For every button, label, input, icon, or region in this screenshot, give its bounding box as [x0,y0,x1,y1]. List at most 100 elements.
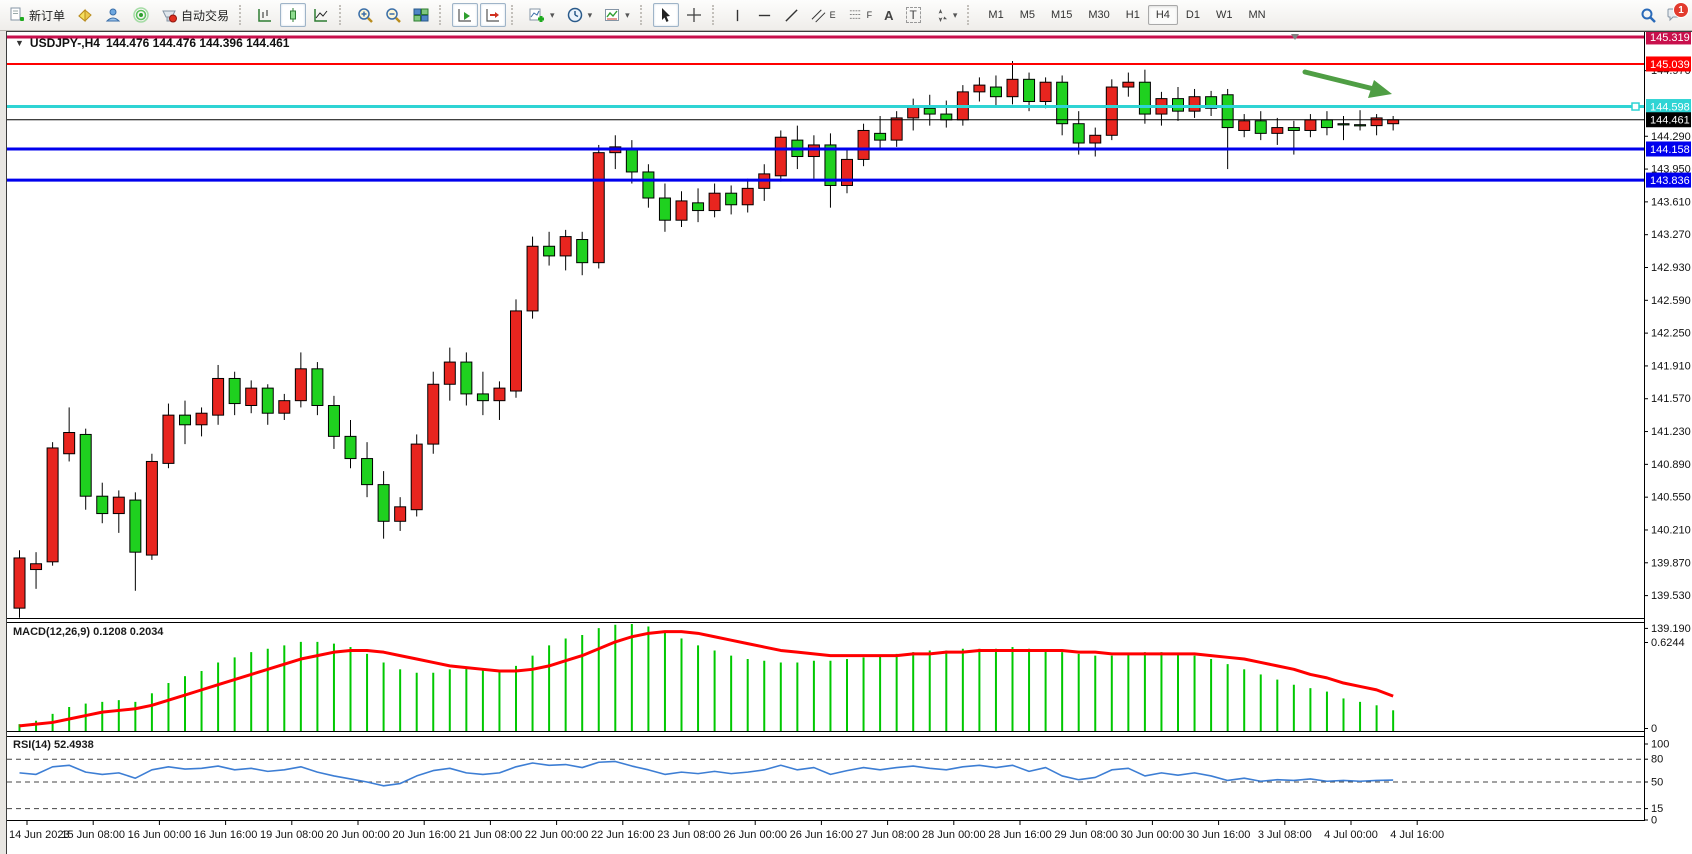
candle-body [96,495,109,515]
chart-shift-marker[interactable] [1291,34,1299,40]
time-axis-label: 29 Jun 08:00 [1054,829,1118,841]
indicators-button[interactable] [524,3,560,27]
chart-shift-button[interactable] [480,3,507,27]
market-watch-button[interactable] [72,3,98,27]
candle-body [989,86,1002,98]
vertical-line-tool-button[interactable] [725,4,750,27]
cursor-button[interactable] [652,3,679,27]
price-tick-label: 141.230 [1651,426,1691,438]
candle-body [228,377,241,405]
rsi-axis-label: 15 [1651,803,1663,815]
time-axis-label: 30 Jun 16:00 [1187,829,1251,841]
timeframe-button-h4[interactable]: H4 [1147,5,1178,25]
rsi-axis-label: 80 [1651,754,1663,766]
bar-chart-icon [258,9,272,22]
channel-tool-button[interactable]: E [806,4,841,27]
candle-body [79,433,92,497]
time-axis-label: 23 Jun 08:00 [657,829,721,841]
rsi-indicator-label: RSI(14) 52.4938 [13,739,94,751]
time-axis-label: 3 Jul 08:00 [1258,829,1312,841]
rsi-axis-label: 0 [1651,815,1657,827]
templates-dropdown-arrow[interactable] [625,10,630,21]
vertical-line-icon [736,9,738,21]
community-button[interactable] [100,3,126,27]
price-badge-label: 143.836 [1650,175,1690,187]
toolbar-separator [711,5,720,25]
templates-button[interactable] [599,3,635,27]
zoom-in-button[interactable] [352,3,378,27]
timeframe-button-m1[interactable]: M1 [980,5,1011,25]
candle-body [1271,127,1284,134]
level-drag-handle[interactable] [1631,102,1640,111]
label-tool-button[interactable]: T [901,3,926,27]
chart-collapse-icon[interactable]: ▼ [15,38,24,48]
rsi-axis-label: 100 [1651,739,1669,751]
shapes-dropdown-arrow[interactable] [953,10,958,21]
trend-arrow-head[interactable] [1368,80,1392,98]
candle-body [377,484,390,522]
periods-button[interactable] [562,3,598,27]
indicators-add-icon [529,8,545,22]
time-axis-label: 14 Jun 2023 [9,829,70,841]
timeframe-button-h1[interactable]: H1 [1118,5,1148,25]
timeframe-button-d1[interactable]: D1 [1178,5,1208,25]
auto-trading-label: 自动交易 [181,8,230,23]
candle-body [824,144,837,186]
indicators-dropdown-arrow[interactable] [550,10,555,21]
candle-body [658,197,671,221]
timeframe-button-mn[interactable]: MN [1240,5,1273,25]
auto-scroll-button[interactable] [452,3,479,27]
horizontal-line-tool-button[interactable] [752,4,777,27]
candle-body [1254,120,1267,134]
signals-button[interactable] [128,3,154,27]
new-order-button[interactable]: 新订单 [4,3,70,28]
line-chart-button[interactable] [308,3,334,27]
candle-body [1006,78,1019,98]
price-badge [1646,172,1691,188]
auto-trading-button[interactable]: 自动交易 [156,3,234,28]
notifications-button[interactable]: 1 [1666,2,1689,23]
candle-body [361,458,374,486]
toolbar-separator [639,5,648,25]
search-icon[interactable] [1640,7,1656,23]
trend-arrow-annotation[interactable] [1302,69,1377,92]
time-axis-label: 28 Jun 00:00 [922,829,986,841]
text-tool-button[interactable]: A [879,4,898,27]
timeframe-button-w1[interactable]: W1 [1208,5,1241,25]
candle-body [394,506,407,522]
candle-body [261,387,274,414]
candle-body [576,239,589,264]
fibonacci-tool-button[interactable]: F [843,4,878,27]
candle-body [642,171,655,199]
candle-body [195,412,208,426]
trendline-tool-button[interactable] [779,4,804,27]
time-axis-label: 4 Jul 16:00 [1390,829,1444,841]
tile-windows-button[interactable] [408,3,434,27]
periods-dropdown-arrow[interactable] [588,10,593,21]
fibonacci-tool-letter: F [866,10,873,20]
bar-chart-button[interactable] [252,3,278,27]
crosshair-icon [686,8,701,22]
timeframe-button-m5[interactable]: M5 [1012,5,1043,25]
time-axis-label: 28 Jun 16:00 [988,829,1052,841]
chart-canvas[interactable]: 144.970144.290143.950143.610143.270142.9… [7,32,1691,853]
timeframe-button-m15[interactable]: M15 [1043,5,1080,25]
time-axis-label: 16 Jun 16:00 [194,829,258,841]
horizontal-line-icon [758,14,770,16]
time-axis-label: 15 Jun 08:00 [61,829,125,841]
crosshair-button[interactable] [681,3,707,27]
price-badge-label: 145.319 [1650,32,1690,44]
candlestick-chart-button[interactable] [280,3,307,27]
candle-body [278,400,291,414]
timeframe-button-m30[interactable]: M30 [1080,5,1117,25]
candle-body [692,202,705,212]
price-badge-label: 144.598 [1650,101,1690,113]
candle-body [510,310,522,392]
candle-body [327,404,340,437]
time-axis-label: 20 Jun 00:00 [326,829,390,841]
shapes-tool-button[interactable] [928,4,963,27]
candle-body [675,200,688,221]
zoom-out-button[interactable] [380,3,406,27]
candle-body [460,361,473,395]
candle-body [741,187,754,206]
